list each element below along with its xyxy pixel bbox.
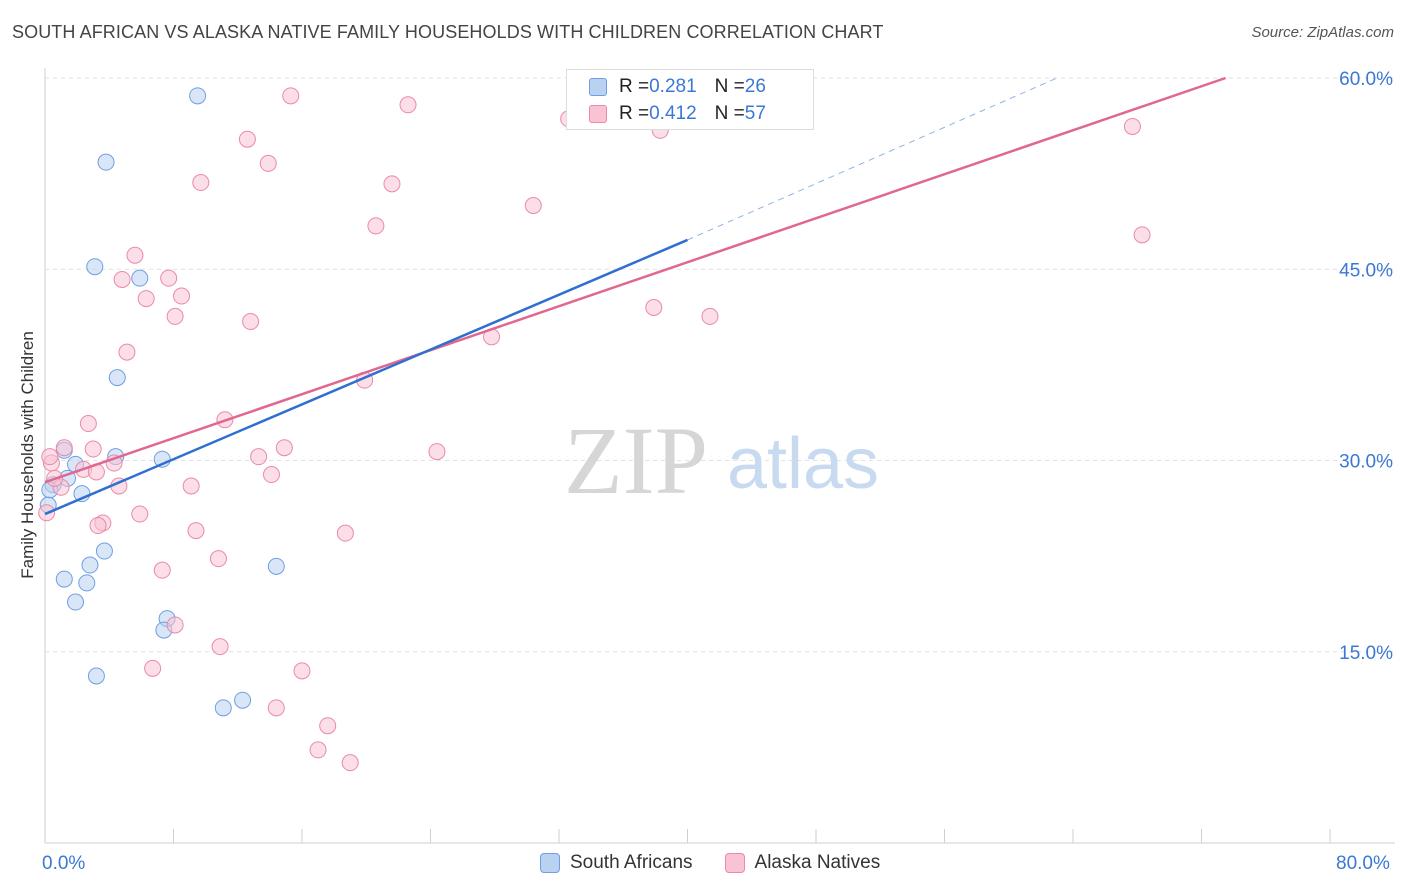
data-point — [41, 448, 59, 466]
data-point — [336, 524, 354, 542]
data-point — [67, 593, 85, 611]
data-point — [1133, 226, 1151, 244]
legend-swatch-blue — [589, 78, 607, 96]
data-point — [87, 667, 105, 685]
data-point — [86, 258, 104, 276]
data-point — [187, 522, 205, 540]
data-point — [524, 197, 542, 214]
legend-item-south-africans[interactable]: South Africans — [540, 852, 693, 874]
n-label: N = — [714, 76, 745, 97]
data-point — [81, 556, 99, 574]
data-point — [79, 415, 97, 433]
legend-row-alaska-natives: R = 0.412 N = 57 — [589, 101, 766, 127]
data-point — [275, 439, 293, 457]
data-point — [108, 369, 126, 387]
data-point — [173, 287, 191, 305]
series-legend: South Africans Alaska Natives — [540, 852, 912, 874]
trend-line-alaska-natives — [44, 76, 1226, 484]
data-point — [250, 448, 268, 466]
data-point — [282, 87, 300, 105]
data-point — [131, 269, 149, 287]
data-point — [293, 662, 311, 680]
y-tick-labels: 15.0% 30.0% 45.0% 60.0% — [1339, 69, 1393, 664]
chart-title: SOUTH AFRICAN VS ALASKA NATIVE FAMILY HO… — [12, 22, 884, 42]
trend-extension-south-africans — [687, 77, 1058, 241]
data-point — [55, 439, 73, 457]
data-point — [137, 290, 155, 308]
data-point — [341, 754, 359, 772]
y-tick-label: 60.0% — [1339, 69, 1393, 90]
source-credit: Source: ZipAtlas.com — [1251, 24, 1394, 41]
x-tick-label-min: 0.0% — [42, 853, 86, 874]
data-point — [95, 542, 113, 560]
data-point — [126, 246, 144, 264]
data-point — [238, 130, 256, 148]
data-point — [214, 699, 232, 717]
n-value: 26 — [744, 76, 766, 97]
trend-lines — [44, 76, 1226, 516]
legend-swatch-pink — [589, 105, 607, 123]
legend-row-south-africans: R = 0.281 N = 26 — [589, 74, 766, 100]
data-point — [242, 313, 260, 331]
data-point — [131, 505, 149, 523]
data-point — [319, 717, 337, 735]
r-value: 0.281 — [649, 76, 697, 97]
data-point — [160, 269, 178, 287]
data-point — [166, 616, 184, 634]
r-value: 0.412 — [649, 103, 697, 124]
data-point — [84, 440, 102, 458]
data-point — [113, 270, 131, 288]
legend-label: South Africans — [570, 852, 693, 873]
trend-line-south-africans — [44, 238, 688, 516]
data-point — [211, 638, 229, 656]
gridlines — [45, 77, 1395, 653]
r-label: R = — [619, 103, 650, 124]
y-tick-label: 15.0% — [1339, 643, 1393, 664]
x-tick-label-max: 80.0% — [1336, 853, 1390, 874]
data-point — [428, 443, 446, 461]
data-point — [192, 174, 210, 192]
correlation-legend: R = 0.281 N = 26 R = 0.412 N = 57 — [566, 69, 814, 130]
legend-item-alaska-natives[interactable]: Alaska Natives — [724, 852, 881, 874]
y-tick-label: 45.0% — [1339, 260, 1393, 281]
data-point — [701, 307, 719, 325]
series-alaska-natives — [38, 87, 1151, 772]
data-point — [166, 307, 184, 325]
data-point — [309, 741, 327, 759]
data-point — [262, 466, 280, 484]
r-label: R = — [619, 76, 650, 97]
data-point — [78, 574, 96, 592]
legend-label: Alaska Natives — [754, 852, 881, 873]
legend-swatch-blue — [540, 853, 560, 873]
data-point — [55, 570, 73, 588]
data-point — [144, 659, 162, 677]
legend-swatch-pink — [724, 853, 745, 873]
data-point — [189, 87, 207, 105]
data-point — [399, 96, 417, 114]
data-point — [209, 550, 227, 568]
data-point — [153, 561, 171, 579]
n-label: N = — [714, 103, 745, 124]
data-point — [267, 557, 285, 575]
data-point — [259, 154, 277, 172]
data-point — [182, 477, 200, 495]
watermark-atlas: atlas — [727, 424, 879, 504]
series-south-africans — [39, 87, 586, 717]
watermark-zip: ZIP — [564, 407, 708, 514]
data-point — [367, 217, 385, 235]
data-point — [234, 691, 252, 709]
axes — [44, 68, 1395, 844]
data-point — [97, 153, 115, 171]
n-value: 57 — [744, 103, 766, 124]
data-point — [118, 343, 136, 361]
data-point — [383, 175, 401, 193]
data-point — [267, 699, 285, 717]
data-point — [89, 517, 107, 535]
data-point — [1123, 117, 1141, 135]
y-tick-label: 30.0% — [1339, 452, 1393, 473]
data-point — [645, 299, 663, 316]
